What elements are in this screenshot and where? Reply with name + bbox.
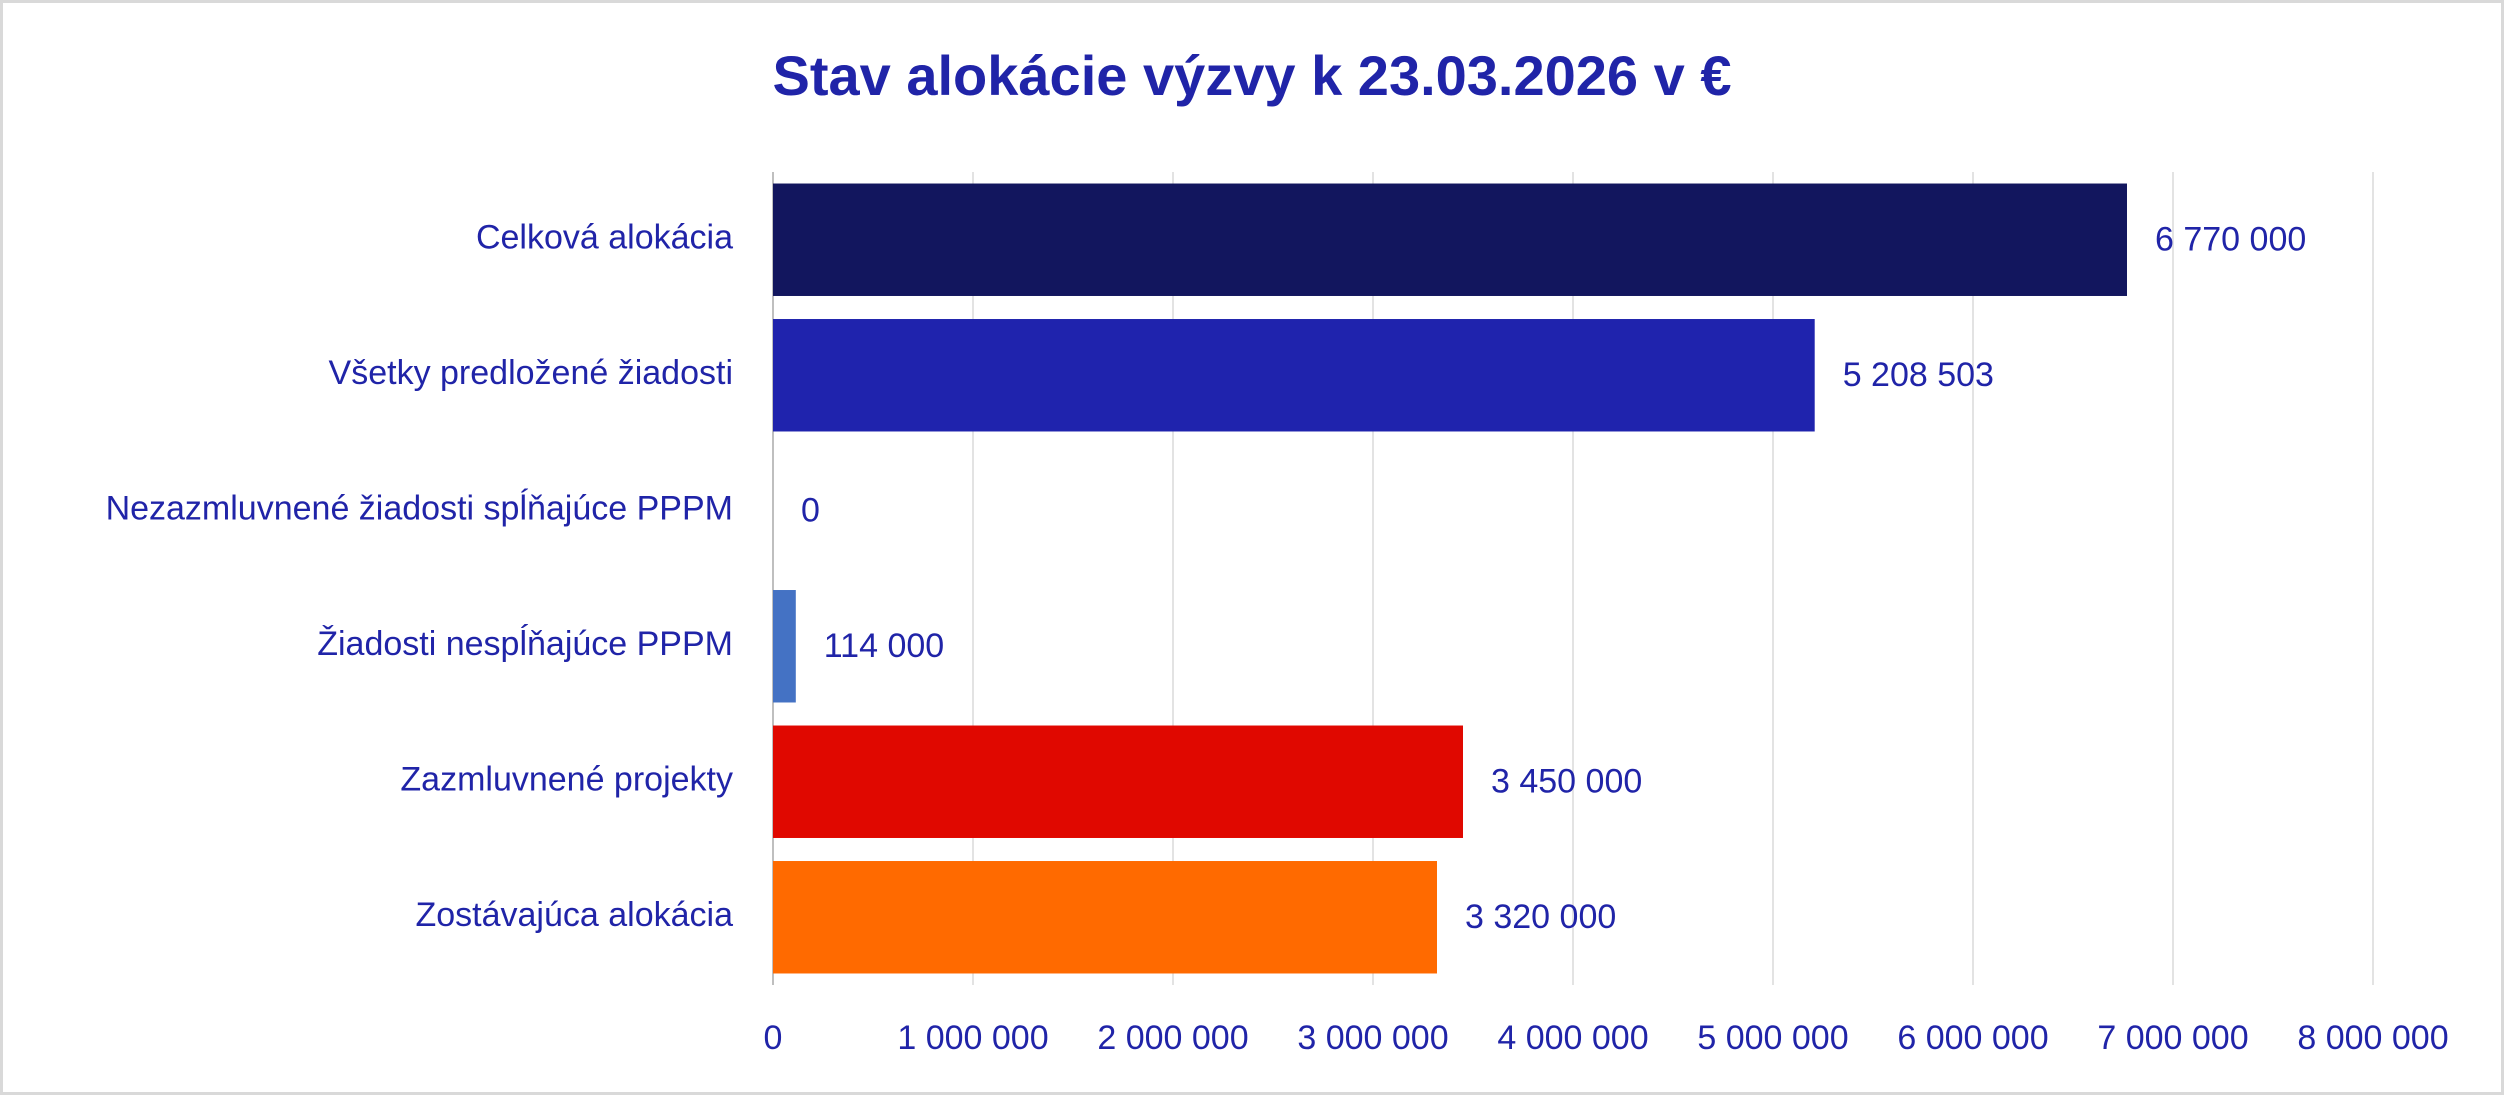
y-tick-label: Zazmluvnené projekty: [400, 761, 733, 799]
x-tick-label: 1 000 000: [897, 1019, 1048, 1057]
y-tick-label: Celková alokácia: [476, 219, 733, 257]
x-tick-label: 7 000 000: [2097, 1019, 2248, 1057]
value-label: 5 208 503: [1843, 356, 1994, 394]
x-tick-label: 8 000 000: [2297, 1019, 2448, 1057]
x-tick-label: 0: [764, 1019, 783, 1057]
chart-title: Stav alokácie výzvy k 23.03.2026 v €: [773, 44, 1732, 107]
y-tick-label: Žiadosti nespĺňajúce PPPM: [317, 624, 733, 663]
value-label: 0: [801, 492, 820, 530]
value-label: 3 450 000: [1491, 763, 1642, 801]
x-tick-label: 4 000 000: [1497, 1019, 1648, 1057]
x-tick-label: 6 000 000: [1897, 1019, 2048, 1057]
x-tick-label: 5 000 000: [1697, 1019, 1848, 1057]
y-tick-label: Nezazmluvnené žiadosti spĺňajúce PPPM: [106, 489, 733, 528]
x-tick-label: 2 000 000: [1097, 1019, 1248, 1057]
y-tick-label: Všetky predložené žiadosti: [329, 354, 733, 392]
value-label: 6 770 000: [2155, 221, 2306, 259]
bar: [773, 861, 1437, 974]
x-tick-label: 3 000 000: [1297, 1019, 1448, 1057]
bar: [773, 183, 2127, 296]
bar: [773, 590, 796, 703]
bar: [773, 725, 1463, 838]
bar: [773, 319, 1815, 432]
y-tick-label: Zostávajúca alokácia: [415, 896, 733, 934]
value-label: 114 000: [824, 627, 944, 665]
value-label: 3 320 000: [1465, 898, 1616, 936]
